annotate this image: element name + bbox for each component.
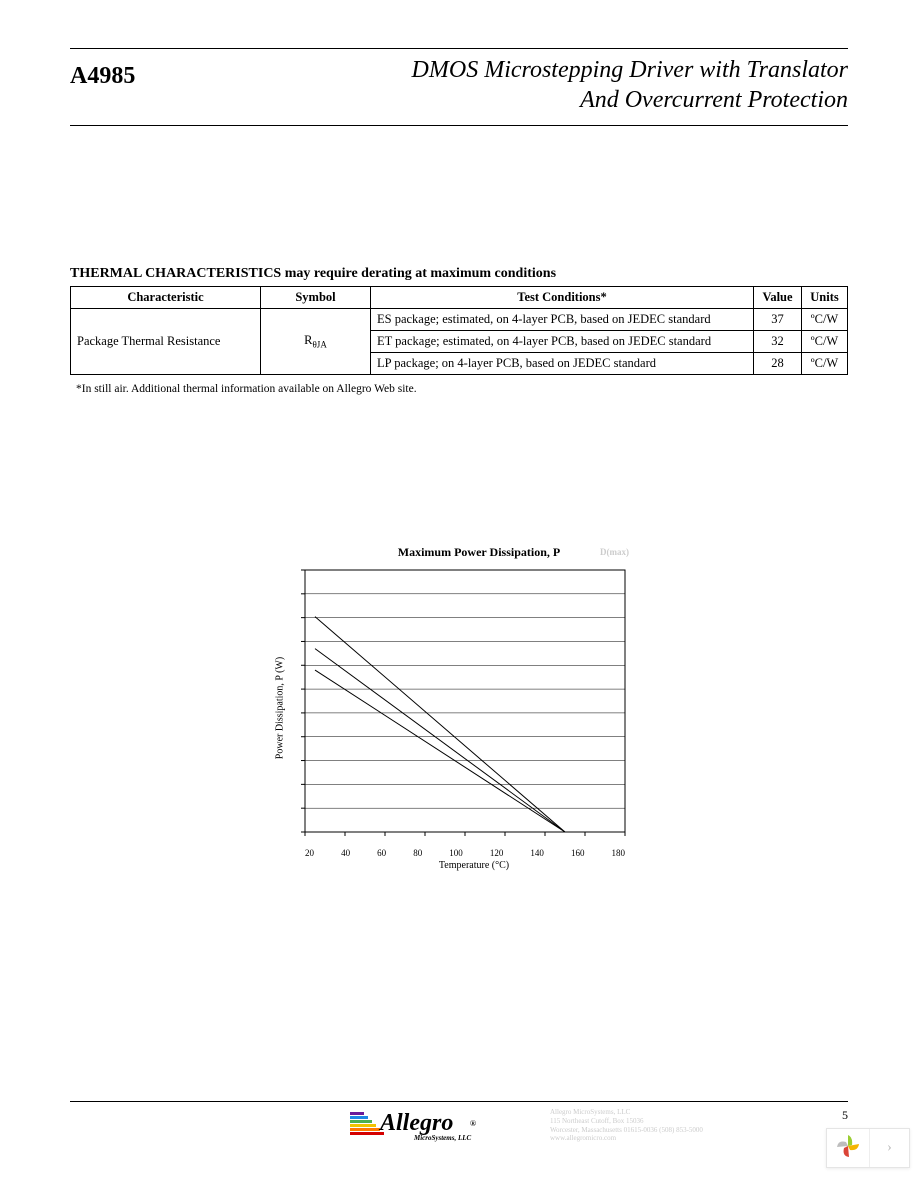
chart-title: Maximum Power Dissipation, P D(max)	[259, 545, 659, 560]
conditions-cell: ES package; estimated, on 4-layer PCB, b…	[371, 309, 754, 331]
table-row: Package Thermal Resistance RθJA ES packa…	[71, 309, 848, 331]
value-cell: 28	[754, 353, 802, 375]
footer-addr-line: Worcester, Massachusetts 01615-0036 (508…	[550, 1126, 818, 1135]
svg-text:Allegro: Allegro	[378, 1110, 453, 1136]
leaf-logo-icon[interactable]	[827, 1133, 869, 1164]
characteristic-cell: Package Thermal Resistance	[71, 309, 261, 375]
footer-addr-line: www.allegromicro.com	[550, 1134, 818, 1143]
footer-address: Allegro MicroSystems, LLC 115 Northeast …	[530, 1108, 818, 1143]
document-title: DMOS Microstepping Driver with Translato…	[250, 55, 848, 115]
chart-xtick: 80	[413, 848, 422, 858]
page-footer: Allegro ® MicroSystems, LLC Allegro Micr…	[70, 1101, 848, 1150]
power-dissipation-chart: Maximum Power Dissipation, P D(max) Powe…	[259, 545, 659, 871]
units-cell: ºC/W	[802, 353, 848, 375]
units-cell: ºC/W	[802, 309, 848, 331]
col-characteristic: Characteristic	[71, 287, 261, 309]
chevron-right-icon[interactable]: ›	[869, 1129, 909, 1167]
chart-xtick: 20	[305, 848, 314, 858]
chart-ylabel: Power Dissipation, P (W)	[275, 657, 286, 759]
page-number: 5	[818, 1108, 848, 1123]
col-value: Value	[754, 287, 802, 309]
footer-logo: Allegro ® MicroSystems, LLC	[350, 1108, 530, 1150]
title-line-1: DMOS Microstepping Driver with Translato…	[250, 55, 848, 85]
svg-text:®: ®	[470, 1119, 476, 1128]
col-symbol: Symbol	[261, 287, 371, 309]
chart-xtick: 120	[490, 848, 504, 858]
table-footnote: *In still air. Additional thermal inform…	[70, 383, 848, 395]
symbol-sub: θJA	[313, 340, 327, 350]
chart-title-sub: D(max)	[600, 547, 629, 557]
symbol-cell: RθJA	[261, 309, 371, 375]
col-conditions: Test Conditions*	[371, 287, 754, 309]
value-cell: 37	[754, 309, 802, 331]
units-cell: ºC/W	[802, 331, 848, 353]
chart-xtick: 180	[612, 848, 626, 858]
page-header: A4985 DMOS Microstepping Driver with Tra…	[70, 48, 848, 126]
footer-logo-sub: MicroSystems, LLC	[413, 1134, 471, 1142]
part-number: A4985	[70, 55, 250, 90]
col-units: Units	[802, 287, 848, 309]
title-line-2: And Overcurrent Protection	[250, 85, 848, 115]
chart-xtick: 40	[341, 848, 350, 858]
chart-xtick: 160	[571, 848, 585, 858]
conditions-cell: ET package; estimated, on 4-layer PCB, b…	[371, 331, 754, 353]
footer-addr-line: Allegro MicroSystems, LLC	[550, 1108, 818, 1117]
conditions-cell: LP package; on 4-layer PCB, based on JED…	[371, 353, 754, 375]
chart-xtick: 60	[377, 848, 386, 858]
chart-xtick: 140	[530, 848, 544, 858]
symbol-prefix: R	[304, 333, 312, 347]
chart-xtick-labels: 20 40 60 80 100 120 140 160 180	[305, 848, 625, 858]
value-cell: 32	[754, 331, 802, 353]
thermal-characteristics-table: Characteristic Symbol Test Conditions* V…	[70, 286, 848, 375]
thermal-table-title: THERMAL CHARACTERISTICS may require dera…	[70, 266, 848, 282]
allegro-logo-icon: Allegro ® MicroSystems, LLC	[350, 1108, 510, 1144]
chart-xlabel: Temperature (°C)	[259, 860, 659, 871]
chart-canvas: 0.00.51.01.52.02.53.03.54.04.55.05.5	[301, 566, 671, 846]
chart-title-main: Maximum Power Dissipation, P	[398, 545, 560, 559]
nav-widget[interactable]: ›	[826, 1128, 910, 1168]
footer-addr-line: 115 Northeast Cutoff, Box 15036	[550, 1117, 818, 1126]
chart-xtick: 100	[449, 848, 463, 858]
